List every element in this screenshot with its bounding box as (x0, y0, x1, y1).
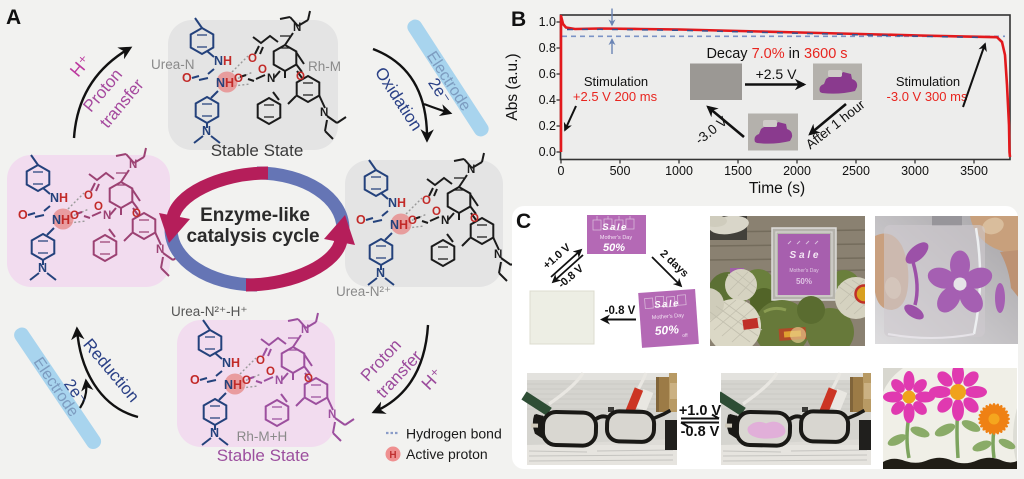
svg-text:H: H (389, 450, 396, 461)
svg-text:-0.8 V: -0.8 V (681, 424, 720, 440)
svg-text:Time (s): Time (s) (749, 180, 805, 197)
svg-text:Decay 7.0% in 3600 s: Decay 7.0% in 3600 s (706, 46, 847, 62)
svg-text:H⁺: H⁺ (417, 364, 447, 394)
svg-text:H⁺: H⁺ (66, 51, 95, 81)
svg-text:1500: 1500 (724, 164, 752, 178)
svg-text:Stable State: Stable State (211, 141, 304, 160)
svg-text:+2.5 V: +2.5 V (756, 66, 798, 82)
svg-text:Rh-M: Rh-M (308, 59, 341, 74)
svg-text:Stimulation: Stimulation (896, 74, 960, 89)
svg-text:Mother's Day: Mother's Day (789, 268, 819, 274)
svg-text:0.0: 0.0 (539, 145, 556, 159)
svg-text:3500: 3500 (960, 164, 988, 178)
svg-text:Active proton: Active proton (406, 446, 488, 462)
svg-text:2 days: 2 days (657, 248, 690, 280)
svg-text:-0.8 V: -0.8 V (605, 305, 636, 317)
svg-text:Urea-N²⁺: Urea-N²⁺ (336, 284, 391, 299)
svg-text:0.4: 0.4 (539, 93, 556, 107)
svg-text:50%: 50% (796, 277, 812, 286)
svg-text:C: C (516, 210, 531, 233)
svg-text:1.0: 1.0 (539, 15, 556, 29)
svg-text:S a l e: S a l e (790, 250, 819, 261)
svg-text:2500: 2500 (842, 164, 870, 178)
svg-text:Stimulation: Stimulation (584, 74, 648, 89)
svg-text:Enzyme-like: Enzyme-like (200, 205, 310, 226)
svg-text:Mother's Day: Mother's Day (600, 235, 632, 241)
svg-text:0.8: 0.8 (539, 41, 556, 55)
svg-text:1000: 1000 (665, 164, 693, 178)
svg-text:-3.0 V 300 ms: -3.0 V 300 ms (887, 89, 968, 104)
svg-text:A: A (6, 6, 21, 29)
svg-text:Sale: Sale (602, 222, 628, 233)
svg-text:Rh-M+H: Rh-M+H (237, 429, 288, 444)
svg-text:Sale: Sale (654, 298, 680, 311)
svg-text:Abs (a.u.): Abs (a.u.) (505, 53, 521, 120)
svg-text:Urea-N: Urea-N (151, 57, 195, 72)
svg-text:Oxidation: Oxidation (371, 64, 426, 135)
svg-text:0.2: 0.2 (539, 119, 556, 133)
svg-text:B: B (511, 8, 526, 31)
svg-text:500: 500 (610, 164, 631, 178)
svg-text:2000: 2000 (783, 164, 811, 178)
svg-text:+1.0 V: +1.0 V (679, 403, 722, 419)
svg-text:+2.5 V 200 ms: +2.5 V 200 ms (573, 89, 658, 104)
svg-text:off: off (682, 333, 688, 339)
svg-text:50%: 50% (603, 242, 625, 254)
svg-text:3000: 3000 (901, 164, 929, 178)
svg-text:Hydrogen bond: Hydrogen bond (406, 426, 502, 442)
svg-text:0.6: 0.6 (539, 67, 556, 81)
svg-text:0: 0 (558, 164, 565, 178)
svg-text:Urea-N²⁺-H⁺: Urea-N²⁺-H⁺ (171, 304, 248, 319)
svg-text:catalysis cycle: catalysis cycle (186, 226, 319, 247)
svg-text:50%: 50% (654, 322, 679, 338)
svg-text:Mother's Day: Mother's Day (652, 313, 685, 321)
svg-text:Stable State: Stable State (217, 446, 310, 465)
